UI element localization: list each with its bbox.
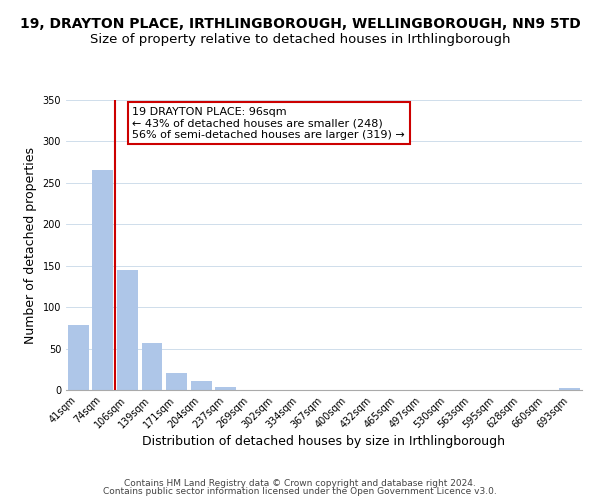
Y-axis label: Number of detached properties: Number of detached properties: [24, 146, 37, 344]
Bar: [92, 170, 113, 390]
Bar: [68, 326, 89, 390]
Text: Contains public sector information licensed under the Open Government Licence v3: Contains public sector information licen…: [103, 487, 497, 496]
Text: 19 DRAYTON PLACE: 96sqm
← 43% of detached houses are smaller (248)
56% of semi-d: 19 DRAYTON PLACE: 96sqm ← 43% of detache…: [133, 106, 405, 140]
Bar: [166, 374, 187, 390]
Bar: [559, 388, 580, 390]
Bar: [191, 381, 212, 390]
Text: 19, DRAYTON PLACE, IRTHLINGBOROUGH, WELLINGBOROUGH, NN9 5TD: 19, DRAYTON PLACE, IRTHLINGBOROUGH, WELL…: [20, 18, 580, 32]
Bar: [215, 386, 236, 390]
Text: Size of property relative to detached houses in Irthlingborough: Size of property relative to detached ho…: [90, 32, 510, 46]
Bar: [117, 270, 138, 390]
Bar: [142, 343, 163, 390]
Text: Contains HM Land Registry data © Crown copyright and database right 2024.: Contains HM Land Registry data © Crown c…: [124, 478, 476, 488]
X-axis label: Distribution of detached houses by size in Irthlingborough: Distribution of detached houses by size …: [143, 436, 505, 448]
